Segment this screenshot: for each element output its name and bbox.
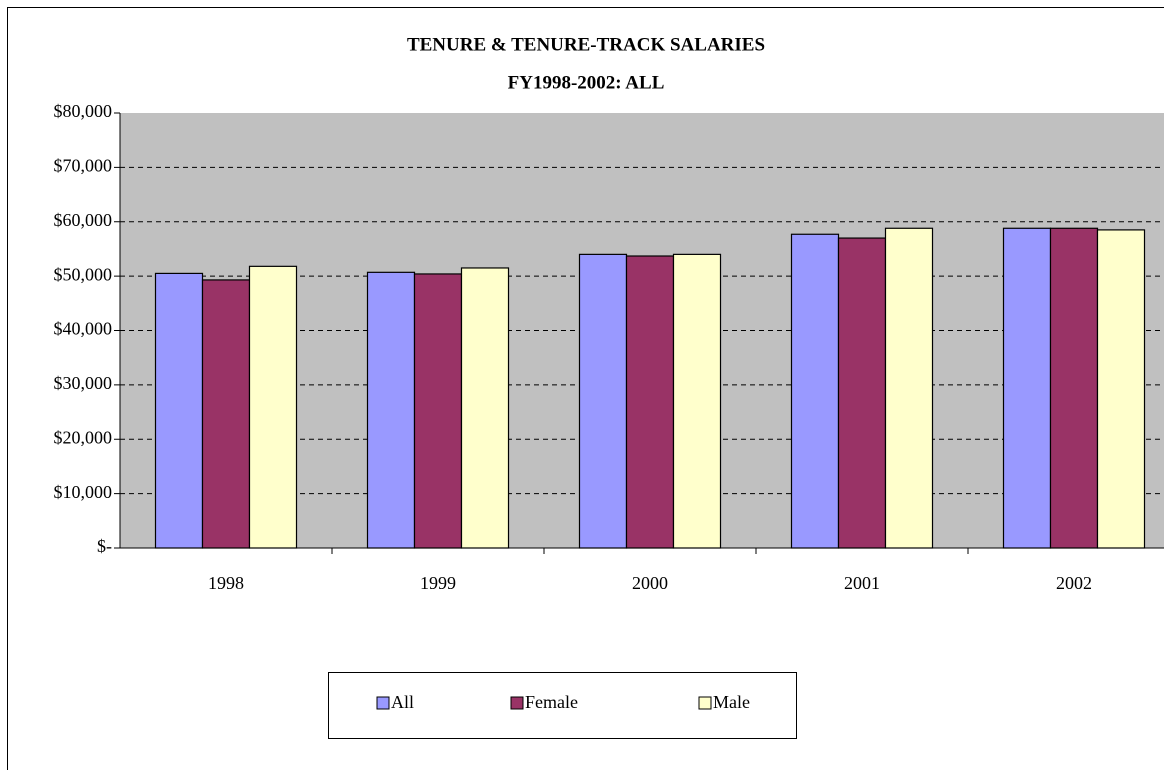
bar — [790, 233, 840, 549]
bar — [884, 227, 934, 549]
bar — [413, 273, 463, 549]
legend-box — [328, 672, 797, 739]
x-tick-label: 2000 — [632, 573, 668, 593]
bar — [1049, 227, 1099, 549]
bar — [460, 267, 510, 549]
bar — [625, 255, 675, 549]
legend-swatch — [376, 696, 390, 710]
y-tick-label: $20,000 — [54, 427, 113, 447]
chart-title: TENURE & TENURE-TRACK SALARIES — [407, 34, 765, 55]
bar — [154, 272, 204, 549]
chart-frame — [7, 7, 1164, 770]
x-tick-label: 2001 — [844, 573, 880, 593]
bar — [366, 271, 416, 549]
x-tick-label: 1999 — [420, 573, 456, 593]
x-tick-label: 2002 — [1056, 573, 1092, 593]
y-tick-label: $70,000 — [54, 156, 113, 176]
legend-label: Male — [713, 692, 750, 712]
legend-swatch — [698, 696, 712, 710]
y-tick-label: $10,000 — [54, 482, 113, 502]
bar — [672, 253, 722, 549]
bar — [201, 279, 251, 549]
x-tick-label: 1998 — [208, 573, 244, 593]
y-tick-label: $40,000 — [54, 319, 113, 339]
y-tick-label: $80,000 — [54, 101, 113, 121]
legend-label: Female — [525, 692, 578, 712]
y-tick-label: $30,000 — [54, 373, 113, 393]
bar — [578, 253, 628, 549]
bar — [1002, 227, 1052, 549]
bar — [248, 265, 298, 549]
y-tick-label: $60,000 — [54, 210, 113, 230]
y-tick-label: $- — [97, 536, 112, 556]
bar — [1096, 229, 1146, 549]
bar — [837, 237, 887, 549]
y-tick-label: $50,000 — [54, 264, 113, 284]
chart-subtitle: FY1998-2002: ALL — [508, 72, 665, 93]
legend-label: All — [391, 692, 414, 712]
legend-swatch — [510, 696, 524, 710]
